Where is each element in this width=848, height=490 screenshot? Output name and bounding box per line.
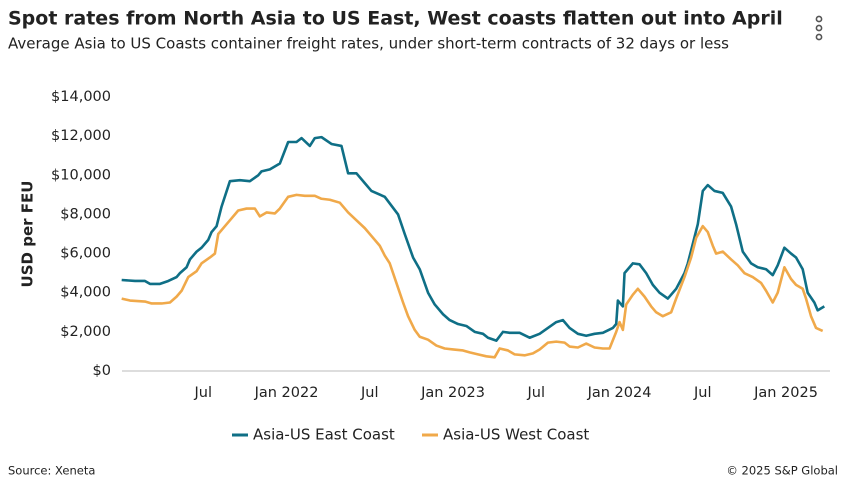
x-tick-label: Jul [693, 385, 712, 401]
chart-title: Spot rates from North Asia to US East, W… [8, 8, 783, 30]
x-tick-label: Jul [527, 385, 546, 401]
credit-note: © 2025 S&P Global [726, 464, 838, 478]
x-tick-label: Jan 2023 [420, 385, 485, 401]
x-tick-label: Jan 2024 [587, 385, 652, 401]
x-tick-label: Jul [194, 385, 213, 401]
y-axis-title: USD per FEU [19, 181, 37, 288]
menu-dot[interactable] [815, 33, 823, 41]
y-tick-label: $6,000 [60, 246, 111, 262]
y-tick-label: $10,000 [51, 167, 111, 183]
legend-label: Asia-US West Coast [443, 426, 589, 444]
menu-button[interactable] [815, 15, 823, 41]
chart-subtitle: Average Asia to US Coasts container frei… [8, 35, 729, 53]
menu-dot[interactable] [815, 24, 823, 32]
series-line [121, 193, 824, 359]
y-tick-label: $0 [93, 363, 111, 379]
legend-label: Asia-US East Coast [253, 426, 395, 444]
y-tick-label: $14,000 [51, 89, 111, 105]
series-line [121, 135, 825, 342]
x-tick-label: Jan 2022 [254, 385, 319, 401]
source-note: Source: Xeneta [8, 464, 95, 478]
y-tick-label: $2,000 [60, 324, 111, 340]
menu-dot[interactable] [815, 15, 823, 23]
y-tick-label: $12,000 [51, 128, 111, 144]
x-tick-label: Jan 2025 [753, 385, 818, 401]
y-tick-label: $4,000 [60, 285, 111, 301]
x-tick-label: Jul [360, 385, 379, 401]
y-tick-label: $8,000 [60, 206, 111, 222]
